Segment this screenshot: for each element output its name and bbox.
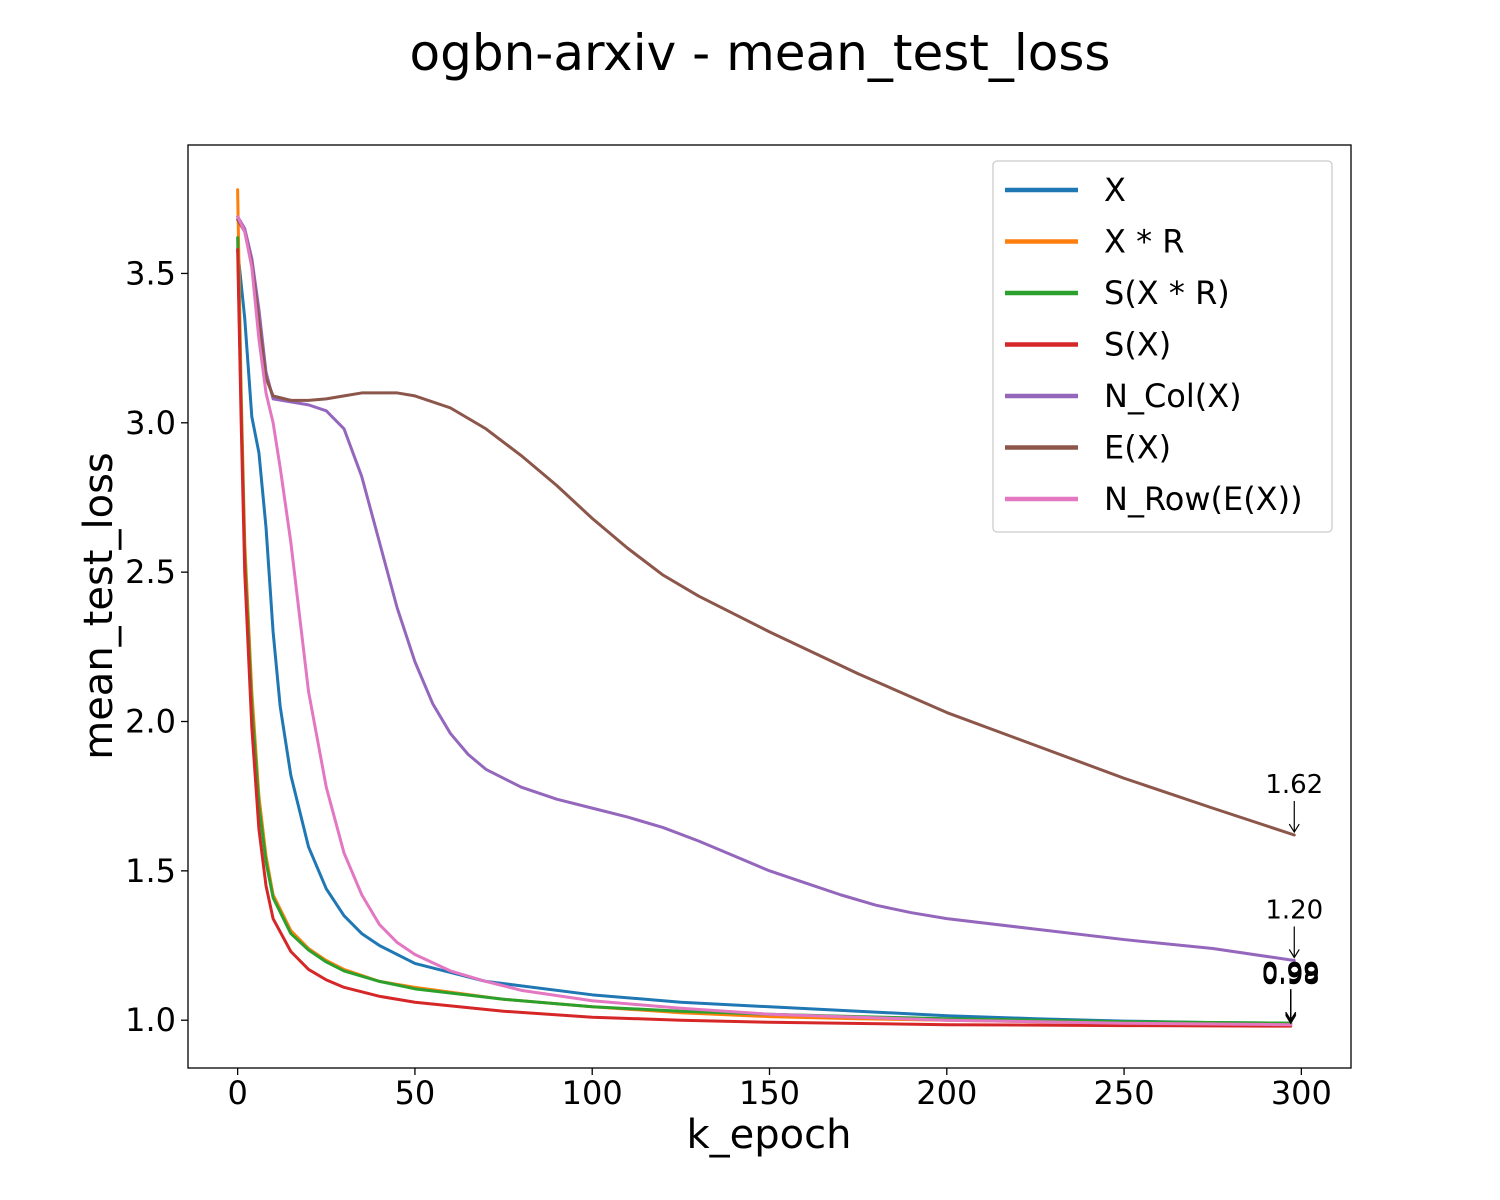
x-tick-label: 100 — [562, 1074, 623, 1112]
x-tick-label: 300 — [1271, 1074, 1332, 1112]
legend-label-n-col-x: N_Col(X) — [1104, 377, 1242, 415]
legend-label-e-x: E(X) — [1104, 429, 1171, 467]
y-tick-label: 2.5 — [125, 553, 176, 591]
series-line-n-col-x — [236, 215, 1296, 962]
x-axis-ticks: 0 50 100 150 200 250 300 — [227, 1068, 1332, 1112]
x-tick-label: 200 — [916, 1074, 977, 1112]
legend-label-s-x-r: S(X * R) — [1104, 274, 1230, 312]
y-tick-label: 1.5 — [125, 852, 176, 890]
legend: X X * R S(X * R) S(X) N_Col(X) E(X) N_Row(E(X)… — [992, 160, 1333, 533]
annotation-arrowhead — [1285, 1013, 1297, 1023]
legend-label-n-row-e-x: N_Row(E(X)) — [1104, 480, 1303, 518]
x-tick-label: 50 — [395, 1074, 436, 1112]
x-tick-label: 150 — [739, 1074, 800, 1112]
end-value-annotation: 0.98 — [1262, 960, 1320, 990]
series-line-e-x — [236, 218, 1296, 837]
annotation-arrowhead — [1285, 1014, 1297, 1025]
series-line-x — [236, 248, 1293, 1025]
annotation-layer: 1.621.200.980.990.990.980.99 — [1262, 770, 1323, 1025]
end-value-annotation: 0.99 — [1262, 960, 1320, 990]
annotation-arrowhead — [1288, 949, 1300, 959]
end-value-annotation: 0.99 — [1262, 958, 1320, 988]
legend-items: X X * R S(X * R) S(X) N_Col(X) E(X) N_Row(E(X)… — [1005, 171, 1303, 518]
legend-frame — [992, 160, 1333, 533]
y-axis-ticks: 1.0 1.5 2.0 2.5 3.0 3.5 — [125, 254, 188, 1039]
y-tick-label: 3.5 — [125, 254, 176, 292]
end-value-annotation: 0.98 — [1262, 961, 1320, 991]
x-tick-label: 0 — [227, 1074, 247, 1112]
series-line-n-row-e-x — [236, 215, 1293, 1027]
end-value-annotation: 1.62 — [1265, 770, 1323, 800]
end-value-annotation: 1.20 — [1265, 895, 1323, 925]
x-tick-label: 250 — [1094, 1074, 1155, 1112]
legend-label-s-x: S(X) — [1104, 326, 1171, 364]
y-axis-label: mean_test_loss — [76, 452, 122, 760]
annotation-arrowhead — [1285, 1011, 1297, 1022]
series-layer — [236, 188, 1296, 1028]
y-tick-label: 3.0 — [125, 404, 176, 442]
series-line-s-x — [236, 248, 1293, 1028]
chart-title: ogbn-arxiv - mean_test_loss — [410, 24, 1111, 82]
legend-label-x-r: X * R — [1104, 223, 1185, 261]
x-axis-label: k_epoch — [687, 1112, 852, 1158]
end-value-annotation: 0.99 — [1262, 958, 1320, 988]
annotation-arrowhead — [1288, 823, 1300, 834]
legend-label-x: X — [1104, 171, 1126, 209]
y-tick-label: 2.0 — [125, 703, 176, 741]
y-tick-label: 1.0 — [125, 1001, 176, 1039]
